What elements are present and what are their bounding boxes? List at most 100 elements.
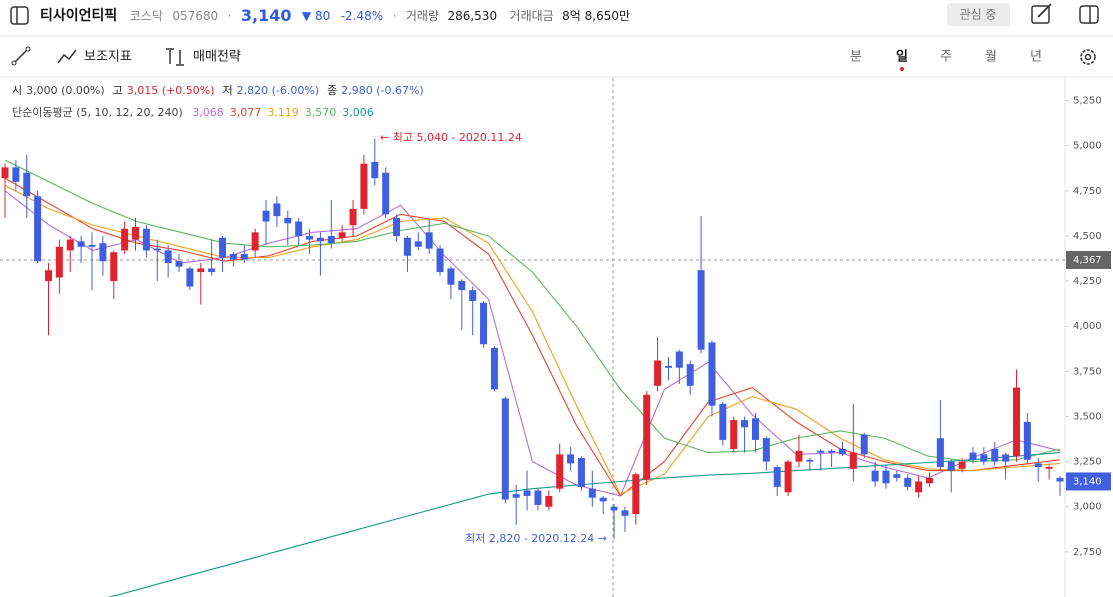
candle-body — [393, 217, 401, 236]
candle-body — [284, 217, 292, 224]
candle-body — [762, 438, 770, 462]
candle-body — [915, 481, 923, 493]
candle-body — [306, 235, 314, 240]
volume-label: 거래량 — [406, 9, 439, 23]
candle-body — [523, 490, 531, 496]
draw-tool-icon[interactable] — [13, 48, 29, 64]
candle-body — [349, 208, 357, 226]
ma-lines — [4, 159, 1061, 597]
candle-body — [632, 474, 640, 514]
period-tab[interactable]: 일 — [896, 50, 908, 65]
toolbar: 보조지표 매매전략 분 일 주 월 년 — [0, 46, 1113, 78]
candle-body — [567, 454, 575, 464]
candle-body — [980, 454, 988, 462]
y-tick-label: 3,750 — [1073, 366, 1102, 377]
candle-body — [327, 235, 335, 244]
moving-average-line — [4, 159, 1061, 463]
y-tick-label: 3,000 — [1073, 502, 1102, 513]
candle-body — [817, 450, 825, 453]
candle-body — [34, 196, 42, 262]
candle-body — [12, 167, 20, 182]
candle-body — [654, 360, 662, 386]
candle-body — [556, 454, 564, 489]
moving-average-line — [107, 452, 1061, 597]
indicators-button[interactable]: 보조지표 — [84, 50, 132, 65]
candle-body — [436, 248, 444, 273]
candle-body — [262, 210, 270, 222]
ma-legend-value: 3,119 — [267, 106, 299, 119]
ma-legend: 단순이동평균 (5, 10, 12, 20, 240) 3,068 3,077 3,… — [12, 106, 374, 119]
candle-body — [403, 237, 411, 256]
candle-body — [849, 452, 857, 469]
candle-body — [23, 172, 31, 197]
candle-body — [55, 246, 63, 278]
candle-body — [904, 477, 912, 487]
ma-legend-value: 3,570 — [305, 106, 337, 119]
candle-body — [860, 434, 868, 455]
info-label: 종 — [327, 84, 337, 97]
candle-body — [545, 495, 553, 507]
candle-body — [719, 403, 727, 440]
market: 코스닥 — [130, 9, 163, 23]
separator: · — [393, 9, 397, 23]
current-price-box — [1066, 472, 1111, 491]
indicator-icon[interactable] — [57, 49, 77, 64]
candle-body — [1034, 463, 1042, 468]
candle-body — [882, 470, 890, 484]
change-rate: -2.48% — [341, 9, 383, 23]
candle-body — [121, 228, 129, 251]
candle-body — [77, 241, 85, 247]
strategy-button[interactable]: 매매전략 — [193, 50, 241, 65]
candle-body — [132, 226, 140, 240]
candle-body — [99, 243, 107, 262]
candle-body — [751, 418, 759, 440]
ma-legend-value: 3,006 — [342, 106, 374, 119]
sidebar-icon[interactable] — [10, 6, 29, 25]
watch-button-label[interactable]: 관심 중 — [960, 8, 997, 22]
candle-body — [186, 268, 194, 287]
period-tab[interactable]: 년 — [1030, 50, 1042, 65]
change: ▼ 80 — [302, 9, 330, 23]
y-tick-label: 3,500 — [1073, 411, 1102, 422]
watch-button[interactable] — [947, 3, 1010, 26]
high-annotation: ← 최고 5,040 - 2020.11.24 — [380, 131, 522, 144]
moving-average-line — [4, 190, 1061, 497]
candle-body — [991, 448, 999, 462]
candle-body — [338, 232, 346, 238]
candle-body — [447, 268, 455, 285]
candle-body — [197, 268, 205, 273]
y-tick-label: 2,750 — [1073, 547, 1102, 558]
edit-icon[interactable] — [1031, 5, 1050, 24]
candle-body — [773, 467, 781, 487]
candle-body — [208, 268, 216, 273]
candle-body — [229, 254, 237, 260]
candle-body — [838, 448, 846, 455]
candle-body — [88, 244, 96, 247]
panel-icon[interactable] — [1079, 5, 1099, 24]
info-value: 2,820 (-6.00%) — [237, 84, 319, 97]
candle-body — [251, 232, 259, 251]
candle-body — [512, 494, 520, 498]
settings-icon[interactable] — [1080, 49, 1096, 65]
candle-body — [925, 477, 933, 484]
candle-body — [219, 237, 227, 258]
candle-body — [371, 161, 379, 179]
candle-body — [686, 364, 694, 386]
period-tab[interactable]: 주 — [940, 50, 952, 65]
candle-body — [142, 228, 150, 251]
price: 3,140 — [241, 6, 292, 25]
ma-title: 단순이동평균 (5, 10, 12, 20, 240) — [12, 106, 183, 119]
candle-body — [469, 290, 477, 301]
candle-body — [164, 250, 172, 264]
candle-body — [730, 420, 738, 449]
active-tab-dot — [900, 67, 904, 71]
candle-body — [1002, 454, 1010, 462]
y-tick-label: 4,000 — [1073, 321, 1102, 332]
info-label: 고 — [113, 84, 123, 97]
period-tab[interactable]: 분 — [850, 50, 862, 65]
period-tab[interactable]: 월 — [985, 50, 997, 65]
y-tick-label: 5,000 — [1073, 141, 1102, 152]
candle-body — [621, 510, 629, 516]
info-value: 3,015 (+0.50%) — [127, 84, 215, 97]
